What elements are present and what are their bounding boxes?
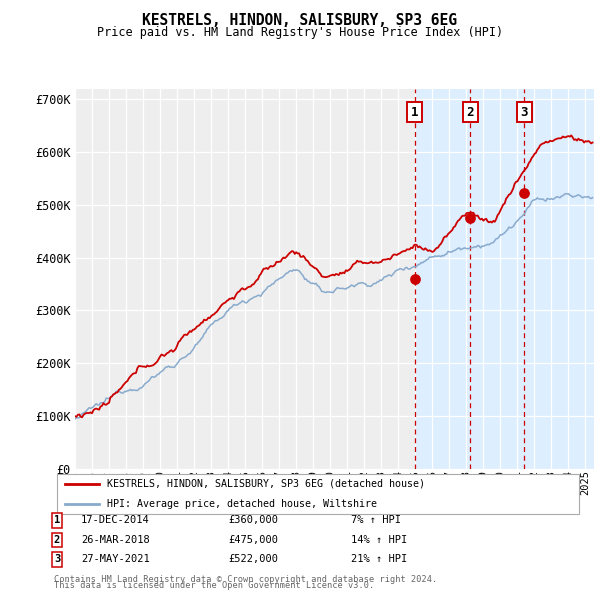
Text: This data is licensed under the Open Government Licence v3.0.: This data is licensed under the Open Gov… — [54, 581, 374, 590]
Text: 1: 1 — [411, 106, 418, 119]
Text: £522,000: £522,000 — [228, 555, 278, 564]
Text: HPI: Average price, detached house, Wiltshire: HPI: Average price, detached house, Wilt… — [107, 499, 377, 509]
Text: 2: 2 — [54, 535, 60, 545]
Text: 14% ↑ HPI: 14% ↑ HPI — [351, 535, 407, 545]
Point — [520, 188, 529, 198]
Text: 27-MAY-2021: 27-MAY-2021 — [81, 555, 150, 564]
Text: Contains HM Land Registry data © Crown copyright and database right 2024.: Contains HM Land Registry data © Crown c… — [54, 575, 437, 584]
Point — [466, 213, 475, 222]
Text: 7% ↑ HPI: 7% ↑ HPI — [351, 516, 401, 525]
Text: £360,000: £360,000 — [228, 516, 278, 525]
Text: 2: 2 — [467, 106, 474, 119]
Text: 3: 3 — [54, 555, 60, 564]
Text: 21% ↑ HPI: 21% ↑ HPI — [351, 555, 407, 564]
Text: KESTRELS, HINDON, SALISBURY, SP3 6EG (detached house): KESTRELS, HINDON, SALISBURY, SP3 6EG (de… — [107, 479, 425, 489]
Text: 26-MAR-2018: 26-MAR-2018 — [81, 535, 150, 545]
Text: £475,000: £475,000 — [228, 535, 278, 545]
Bar — [415, 88, 600, 469]
Text: 1: 1 — [54, 516, 60, 525]
Text: KESTRELS, HINDON, SALISBURY, SP3 6EG: KESTRELS, HINDON, SALISBURY, SP3 6EG — [143, 13, 458, 28]
Text: 3: 3 — [521, 106, 528, 119]
Text: Price paid vs. HM Land Registry's House Price Index (HPI): Price paid vs. HM Land Registry's House … — [97, 26, 503, 39]
Text: 17-DEC-2014: 17-DEC-2014 — [81, 516, 150, 525]
FancyBboxPatch shape — [56, 474, 580, 514]
Point — [410, 274, 419, 284]
